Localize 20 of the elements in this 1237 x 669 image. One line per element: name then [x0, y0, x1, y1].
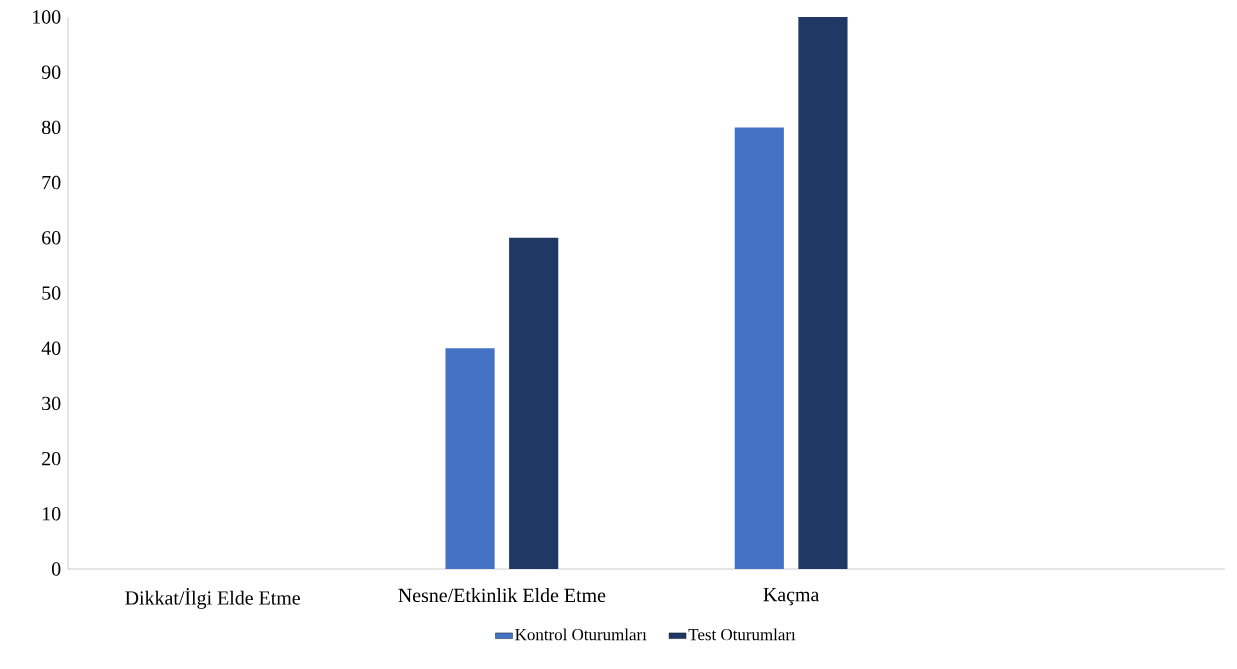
y-tick-label: 0	[51, 562, 61, 576]
y-tick-label: 50	[42, 286, 61, 300]
y-tick-label: 90	[41, 65, 61, 79]
y-tick-label: 40	[41, 341, 61, 355]
y-tick-label: 10	[42, 507, 61, 521]
x-tick-label: Nesne/Etkinlik Elde Etme	[398, 588, 606, 603]
y-tick-label: 20	[42, 451, 61, 466]
bar	[734, 127, 784, 569]
y-tick-label: 100	[33, 10, 61, 24]
legend-label: Test Oturumları	[688, 628, 796, 641]
bar	[509, 237, 559, 569]
legend-label: Kontrol Oturumları	[515, 628, 647, 641]
y-tick-label: 70	[42, 175, 61, 190]
y-tick-label: 60	[42, 231, 61, 245]
y-tick-label: 80	[42, 120, 61, 135]
bar	[445, 348, 495, 569]
x-tick-label: Dikkat/İlgi Elde Etme	[125, 588, 300, 609]
bar	[798, 16, 848, 569]
x-tick-label: Kaçma	[763, 588, 820, 606]
y-tick-label: 30	[42, 396, 61, 411]
